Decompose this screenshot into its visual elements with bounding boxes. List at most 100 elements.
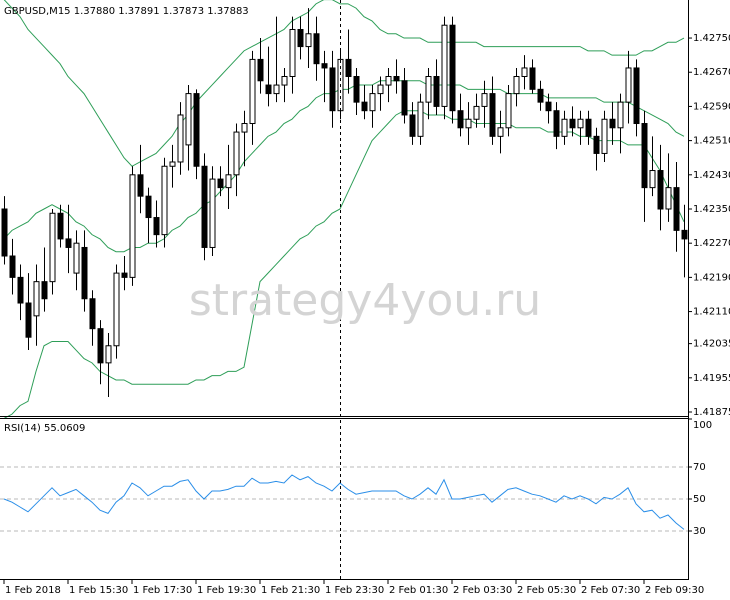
candle-body (105, 345, 112, 364)
candle-body (577, 118, 584, 129)
candle-body (185, 93, 192, 146)
candle-body (289, 28, 296, 78)
candle-body (177, 114, 184, 163)
candle-body (81, 246, 88, 300)
y-tick-label: 1.41955 (693, 373, 730, 384)
candle-body (353, 76, 360, 103)
candle-body (489, 93, 496, 137)
candle-body (305, 33, 312, 48)
candle-body (545, 101, 552, 112)
candle-body (625, 67, 632, 103)
y-tick-label: 1.42430 (693, 170, 730, 181)
candle-body (665, 187, 672, 210)
candle-body (497, 127, 504, 137)
rsi-line (3, 474, 685, 530)
candle-body (617, 101, 624, 129)
candle-body (161, 165, 168, 236)
candle-body (209, 178, 216, 248)
candle-body (169, 161, 176, 167)
y-tick-label: 1.42350 (693, 204, 730, 215)
candle-body (297, 28, 304, 48)
candle-body (521, 67, 528, 78)
candle-body (137, 174, 144, 197)
x-tick-label: 2 Feb 01:30 (389, 585, 448, 596)
candle-body (401, 80, 408, 116)
candle-body (1, 208, 8, 257)
candle-body (129, 174, 136, 278)
x-tick-label: 2 Feb 03:30 (453, 585, 512, 596)
candle-body (409, 114, 416, 137)
candle-body (153, 217, 160, 236)
candle-body (97, 328, 104, 364)
candle-body (417, 101, 424, 137)
candle-body (473, 105, 480, 120)
candle-body (481, 93, 488, 107)
candle-body (561, 118, 568, 137)
candle-body (193, 93, 200, 167)
y-tick-label: 1.42270 (693, 238, 730, 249)
candle-body (249, 58, 256, 125)
candle-body (313, 33, 320, 65)
candle-body (225, 174, 232, 189)
x-tick-label: 1 Feb 21:30 (261, 585, 320, 596)
candle-body (49, 212, 56, 283)
y-tick-label: 1.42035 (693, 339, 730, 350)
y-tick-label: 50 (693, 494, 706, 505)
candle-body (369, 93, 376, 112)
x-tick-label: 1 Feb 15:30 (69, 585, 128, 596)
candle-body (449, 24, 456, 112)
candle-body (273, 84, 280, 95)
watermark: strategy4you.ru (189, 275, 541, 326)
y-tick-label: 1.42510 (693, 136, 730, 147)
candle-body (361, 101, 368, 112)
candle-body (25, 302, 32, 338)
candle-body (673, 187, 680, 231)
candle-body (441, 24, 448, 107)
candle-body (33, 281, 40, 317)
candle-body (113, 272, 120, 347)
y-tick-label: 1.42590 (693, 101, 730, 112)
candle-body (329, 67, 336, 112)
candle-body (145, 195, 152, 219)
candle-body (9, 255, 16, 278)
candle-body (609, 118, 616, 129)
candle-body (433, 76, 440, 107)
candle-body (73, 242, 80, 274)
candle-body (345, 58, 352, 78)
y-tick-label: 1.41875 (693, 407, 730, 418)
candle-body (89, 298, 96, 330)
x-tick-label: 2 Feb 05:30 (517, 585, 576, 596)
candle-body (601, 118, 608, 154)
x-tick-label: 1 Feb 19:30 (197, 585, 256, 596)
candle-body (265, 84, 272, 95)
candle-body (121, 272, 128, 278)
candle-body (593, 135, 600, 154)
candle-body (41, 281, 48, 300)
y-tick-label: 30 (693, 526, 706, 537)
y-tick-label: 1.42750 (693, 33, 730, 44)
candle-body (681, 229, 688, 240)
y-tick-label: 70 (693, 462, 706, 473)
candle-body (537, 88, 544, 103)
candle-body (465, 118, 472, 129)
candle-body (393, 76, 400, 82)
candle-body (529, 67, 536, 90)
candle-body (217, 178, 224, 189)
candle-body (585, 118, 592, 137)
candle-body (321, 63, 328, 69)
candle-body (425, 76, 432, 103)
candle-body (385, 76, 392, 86)
candle-body (17, 276, 24, 304)
candle-body (505, 93, 512, 129)
candle-body (657, 170, 664, 210)
band-line (3, 0, 685, 167)
candle-body (65, 238, 72, 248)
candle-body (57, 212, 64, 240)
candle-body (233, 131, 240, 176)
candle-body (257, 58, 264, 82)
x-tick-label: 1 Feb 23:30 (325, 585, 384, 596)
candle-body (201, 165, 208, 248)
candle-body (649, 170, 656, 189)
